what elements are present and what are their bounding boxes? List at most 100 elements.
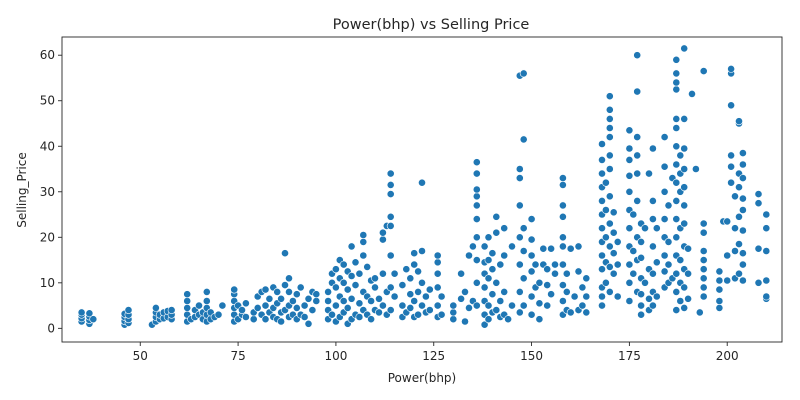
data-point [351, 258, 360, 267]
data-point [331, 283, 340, 292]
data-point [652, 258, 661, 267]
data-point [641, 278, 649, 287]
data-point [566, 308, 575, 317]
data-point [437, 310, 446, 319]
data-point [367, 315, 375, 324]
data-point [375, 294, 383, 303]
data-point [629, 247, 638, 255]
data-point [492, 306, 501, 314]
data-point [715, 276, 724, 285]
data-point [484, 256, 493, 264]
data-point [500, 224, 509, 233]
data-point [433, 269, 442, 278]
data-point [472, 158, 481, 167]
data-point [202, 287, 211, 296]
data-point [664, 260, 673, 269]
data-point [183, 303, 192, 312]
data-point [500, 287, 509, 296]
data-point [602, 278, 610, 287]
data-point [578, 301, 587, 310]
data-point [762, 247, 771, 255]
data-point [559, 242, 567, 251]
data-point [660, 162, 669, 171]
data-point [649, 269, 657, 278]
x-tick-label: 150 [520, 349, 543, 363]
data-point [480, 320, 489, 329]
data-point [723, 251, 732, 260]
data-point [465, 303, 473, 312]
data-point [480, 242, 489, 251]
data-point [277, 317, 285, 326]
data-point [378, 235, 387, 244]
data-point [739, 194, 747, 203]
data-point [296, 283, 305, 292]
data-point [355, 299, 364, 308]
data-point [672, 287, 681, 296]
data-point [566, 244, 575, 253]
data-point [312, 297, 321, 305]
data-point [625, 155, 634, 164]
data-point [515, 287, 524, 296]
data-point [386, 251, 395, 260]
data-point [680, 219, 689, 228]
data-point [508, 301, 516, 310]
data-point [598, 301, 606, 310]
data-point [676, 297, 685, 305]
data-point [605, 105, 614, 114]
data-point [519, 224, 528, 233]
data-point [449, 308, 458, 317]
data-point [77, 308, 86, 317]
data-point [519, 274, 528, 283]
data-point [637, 253, 645, 262]
data-point [547, 244, 555, 253]
data-point [328, 310, 336, 319]
data-point [418, 247, 426, 255]
data-point [739, 276, 747, 285]
data-point [461, 287, 469, 296]
data-point [359, 251, 368, 260]
data-point [699, 256, 708, 264]
data-point [684, 244, 692, 253]
data-point [739, 206, 747, 214]
data-point [672, 306, 681, 314]
data-point [582, 308, 591, 317]
data-point [425, 285, 434, 294]
data-point [273, 287, 282, 296]
data-point [633, 151, 642, 160]
data-point [183, 290, 192, 299]
data-point [386, 169, 395, 178]
data-point [605, 262, 614, 271]
data-point [410, 297, 419, 305]
data-point [527, 267, 536, 276]
data-point [386, 212, 395, 221]
data-point [378, 301, 387, 310]
data-point [359, 237, 368, 246]
data-point [672, 269, 681, 278]
data-point [472, 256, 481, 264]
data-point [484, 301, 493, 310]
data-point [649, 196, 657, 205]
data-point [461, 317, 469, 326]
y-axis-ticks: 0 10 20 30 40 50 60 [40, 48, 62, 335]
data-point [300, 313, 309, 321]
data-point [735, 212, 743, 221]
data-point [570, 292, 579, 301]
data-point [605, 192, 614, 201]
y-tick-label: 10 [40, 276, 55, 290]
data-point [731, 192, 739, 201]
data-point [680, 303, 689, 312]
data-point [613, 260, 622, 269]
data-point [304, 294, 313, 303]
data-point [672, 142, 681, 151]
y-tick-label: 0 [47, 321, 55, 335]
data-point [527, 310, 536, 319]
data-point [625, 171, 634, 180]
data-point [492, 278, 501, 287]
data-point [739, 226, 747, 235]
y-tick-label: 40 [40, 139, 55, 153]
data-point [633, 87, 642, 96]
data-point [762, 224, 771, 233]
data-point [629, 269, 638, 278]
data-point [672, 178, 681, 187]
